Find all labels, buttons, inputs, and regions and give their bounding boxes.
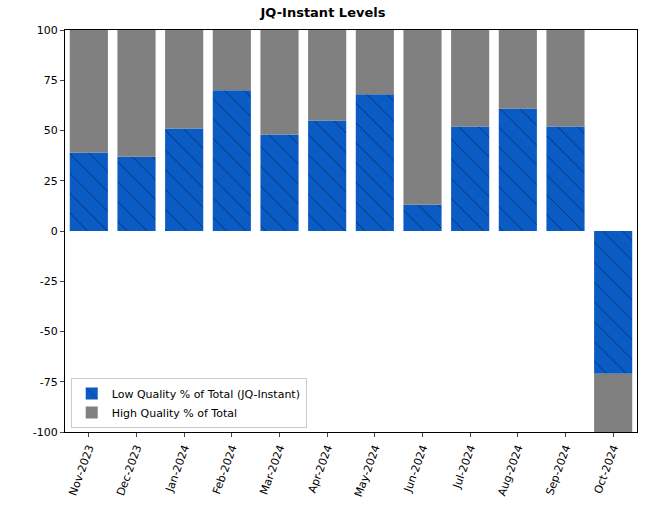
svg-text:Jan-2024: Jan-2024 xyxy=(163,443,192,494)
svg-text:JQ-Instant Levels: JQ-Instant Levels xyxy=(260,5,386,20)
svg-text:Feb-2024: Feb-2024 xyxy=(210,443,240,496)
svg-text:Dec-2023: Dec-2023 xyxy=(114,443,144,497)
svg-text:Jul-2024: Jul-2024 xyxy=(450,443,478,491)
svg-text:100: 100 xyxy=(37,24,58,37)
svg-text:Apr-2024: Apr-2024 xyxy=(306,443,335,495)
svg-text:-100: -100 xyxy=(33,426,58,439)
svg-text:Aug-2024: Aug-2024 xyxy=(495,443,525,498)
svg-text:Mar-2024: Mar-2024 xyxy=(257,443,287,496)
svg-text:-75: -75 xyxy=(40,376,58,389)
svg-text:Oct-2024: Oct-2024 xyxy=(592,443,622,495)
svg-text:Low Quality % of Total (JQ-Ins: Low Quality % of Total (JQ-Instant) xyxy=(112,388,300,401)
svg-text:Jun-2024: Jun-2024 xyxy=(401,443,430,495)
svg-text:May-2024: May-2024 xyxy=(352,443,383,499)
svg-text:High Quality % of Total: High Quality % of Total xyxy=(112,407,237,420)
svg-text:Nov-2023: Nov-2023 xyxy=(66,443,96,497)
svg-text:50: 50 xyxy=(44,124,58,137)
svg-text:75: 75 xyxy=(44,74,58,87)
svg-text:Sep-2024: Sep-2024 xyxy=(543,443,573,497)
svg-text:0: 0 xyxy=(51,225,58,238)
svg-text:25: 25 xyxy=(44,175,58,188)
svg-text:-25: -25 xyxy=(40,275,58,288)
svg-text:-50: -50 xyxy=(40,325,58,338)
